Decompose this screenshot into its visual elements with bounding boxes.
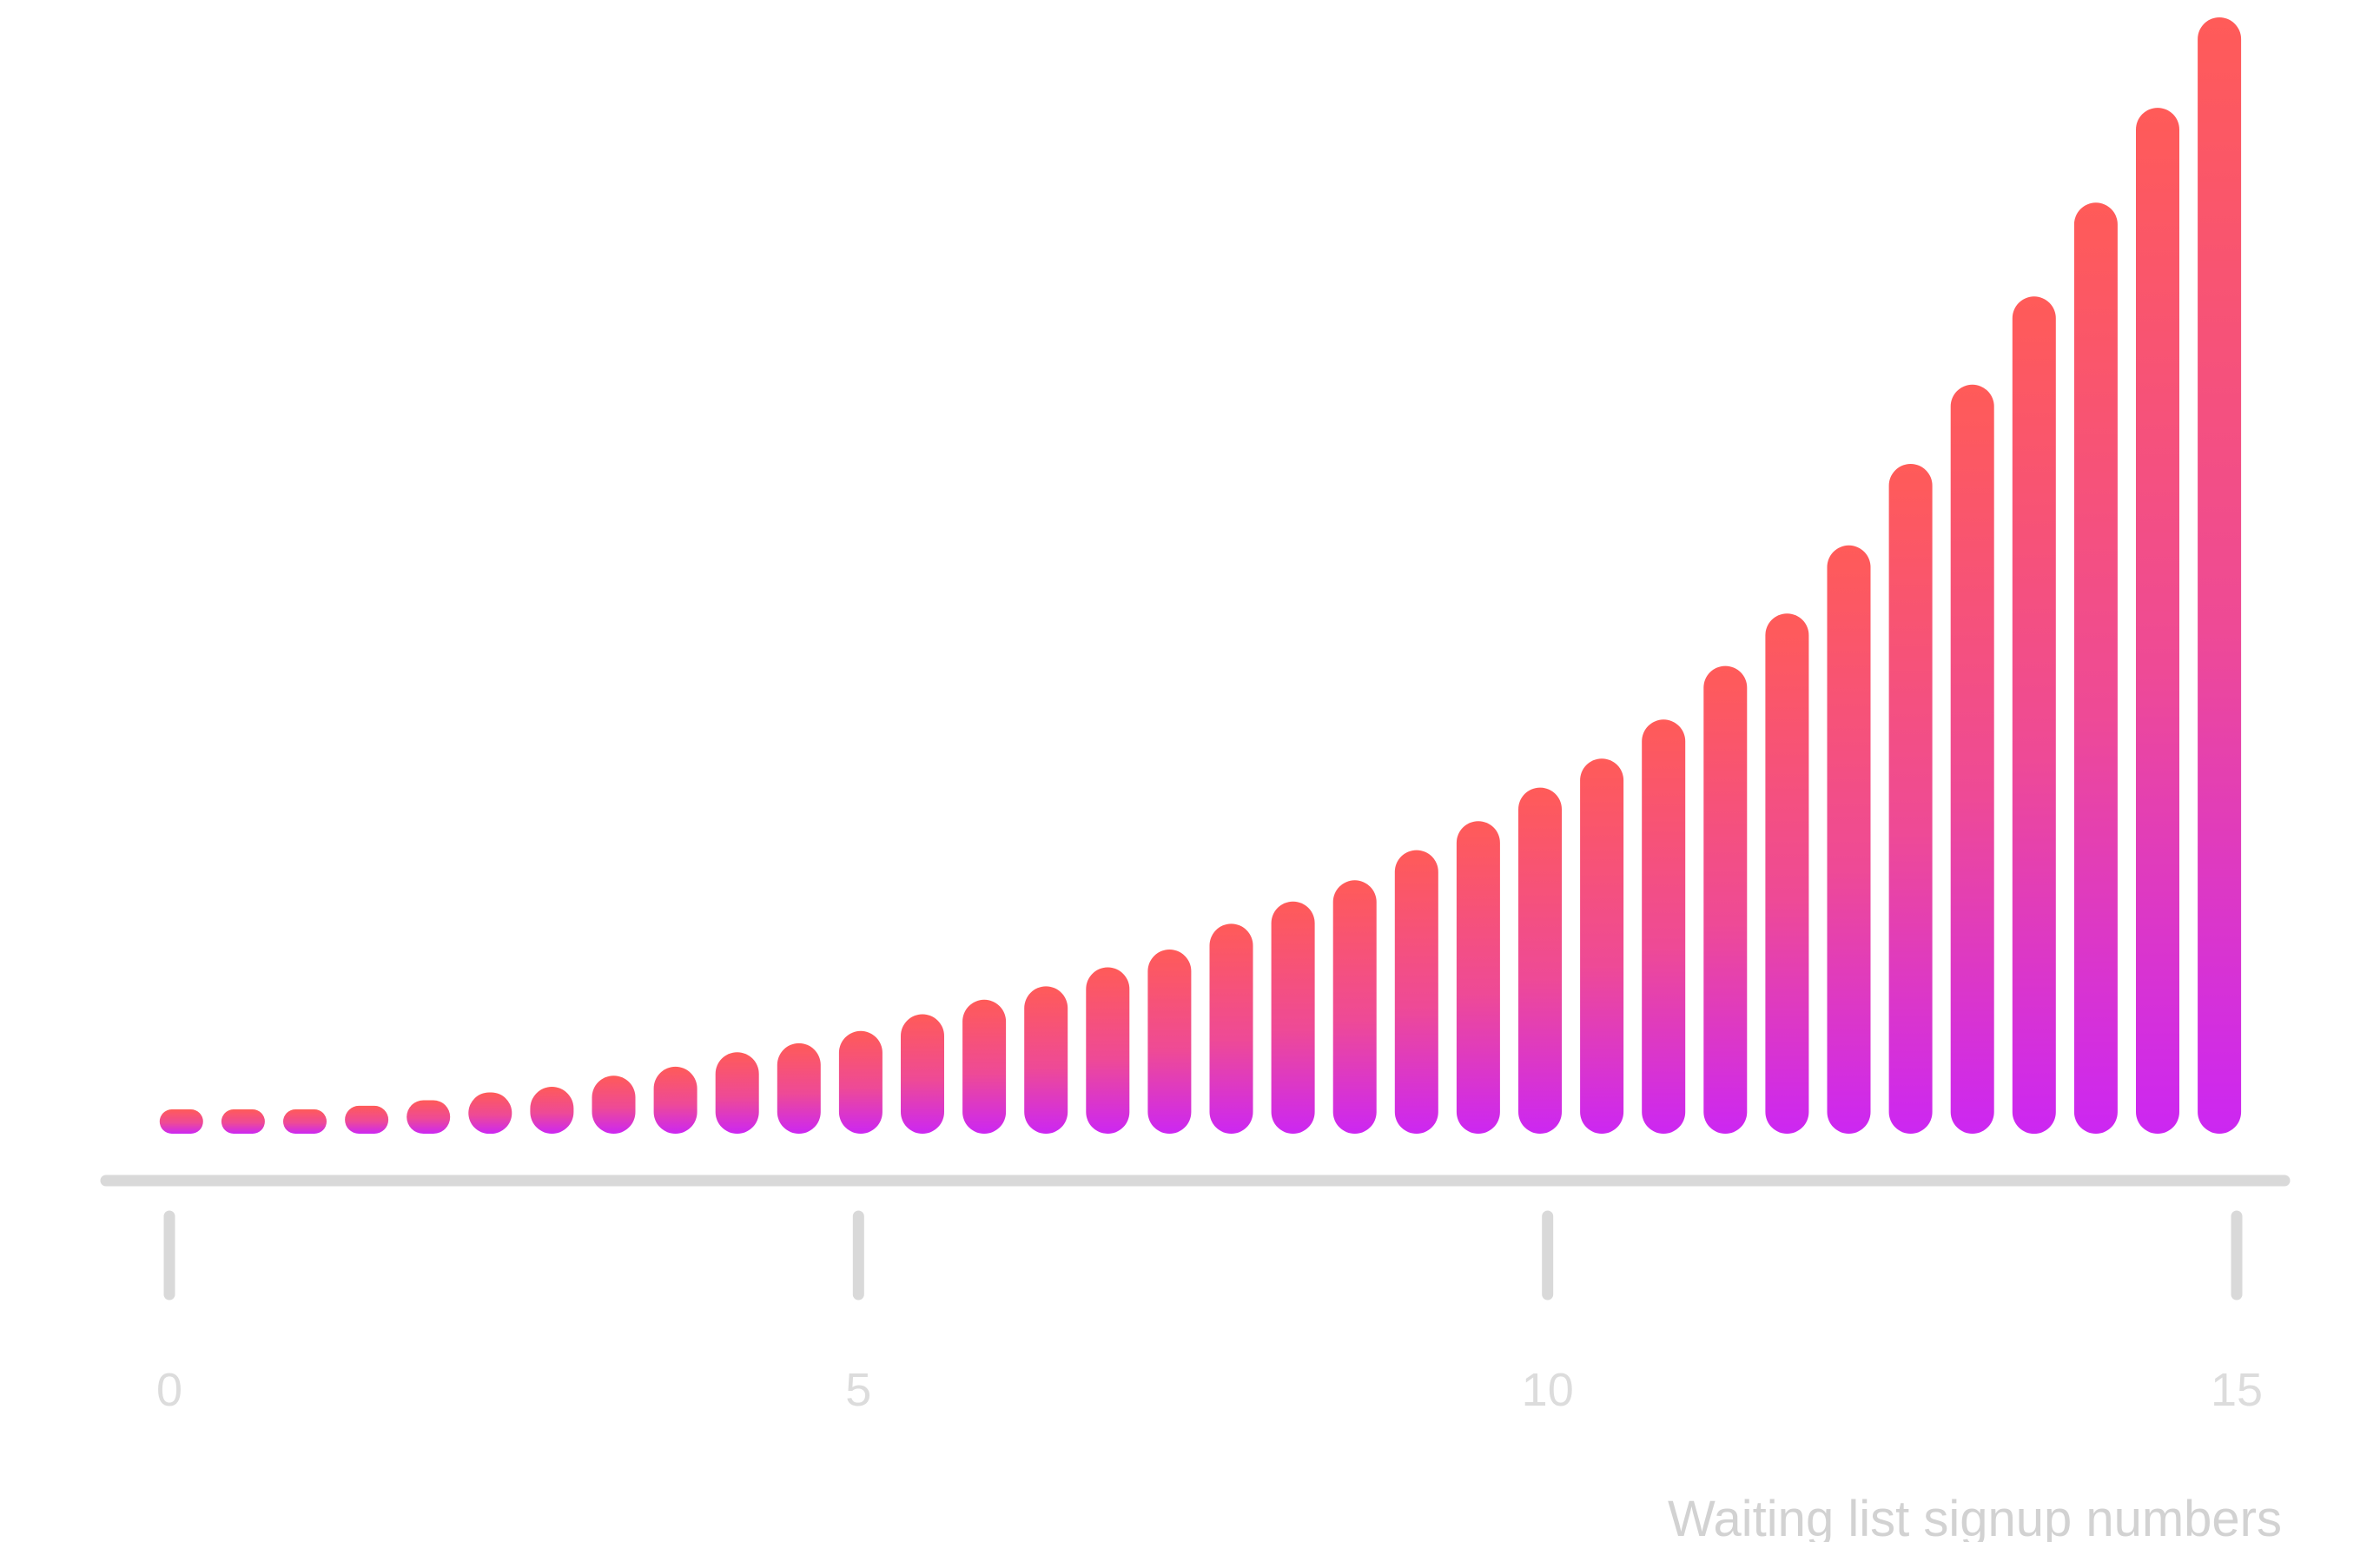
bar-16 [1147,950,1192,1134]
bar-25 [1703,665,1748,1134]
bar-29 [1950,384,1994,1134]
bar-3 [345,1105,389,1134]
bar-17 [1209,923,1253,1134]
bar-22 [1518,787,1562,1134]
bar-7 [592,1075,636,1134]
bar-10 [777,1042,821,1134]
x-axis-title: Waiting list signup numbers [1668,1491,2282,1542]
bar-32 [2136,108,2179,1135]
bar-2 [283,1109,327,1134]
bar-24 [1642,719,1686,1134]
bar-19 [1332,880,1377,1134]
bar-26 [1765,613,1809,1134]
x-tick-label-1: 5 [845,1364,871,1416]
bar-8 [653,1066,697,1134]
bar-4 [407,1100,451,1134]
bar-11 [838,1030,883,1134]
bar-14 [1024,986,1068,1134]
bar-33 [2198,17,2242,1134]
bar-20 [1394,850,1438,1134]
bar-1 [221,1109,265,1134]
bar-18 [1271,901,1315,1134]
x-tick-label-3: 15 [2211,1364,2263,1416]
bars-layer [159,17,2242,1135]
bar-23 [1580,758,1624,1134]
bar-13 [962,999,1007,1134]
x-tick-label-2: 10 [1522,1364,1574,1416]
bar-31 [2073,202,2118,1134]
x-tick-label-0: 0 [156,1364,182,1416]
bar-15 [1086,967,1130,1134]
bar-12 [901,1014,944,1134]
bar-28 [1888,464,1933,1134]
bar-6 [530,1087,574,1134]
bar-30 [2012,296,2056,1135]
bar-21 [1456,821,1500,1134]
bar-0 [159,1109,203,1134]
bar-5 [468,1092,512,1134]
bar-9 [715,1052,759,1134]
x-axis-ticks: 0 5 10 15 [156,1210,2263,1416]
bar-27 [1827,545,1871,1134]
